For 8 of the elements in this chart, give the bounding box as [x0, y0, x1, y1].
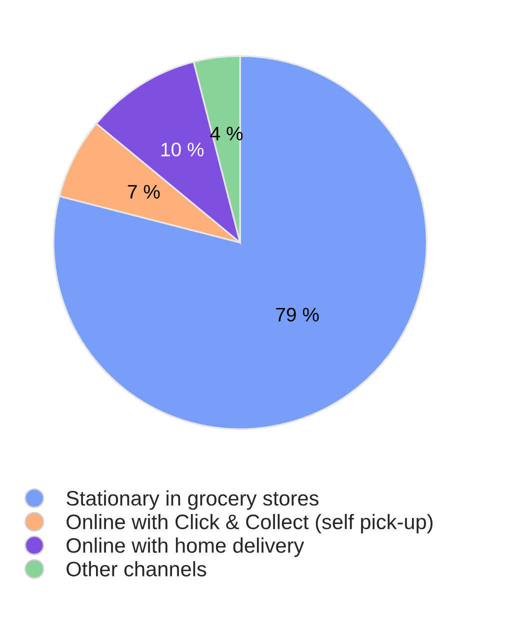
data-label: 79 % — [276, 308, 319, 322]
data-label: 10 % — [161, 142, 204, 156]
data-label: 7 % — [128, 184, 160, 199]
legend-label: Online with home delivery — [66, 538, 304, 557]
legend-label: Online with Click & Collect (self pick-up) — [66, 514, 433, 534]
pie-slice — [52, 55, 428, 430]
legend-label: Stationary in grocery stores — [66, 490, 318, 510]
legend-label: Other channels — [66, 561, 206, 576]
